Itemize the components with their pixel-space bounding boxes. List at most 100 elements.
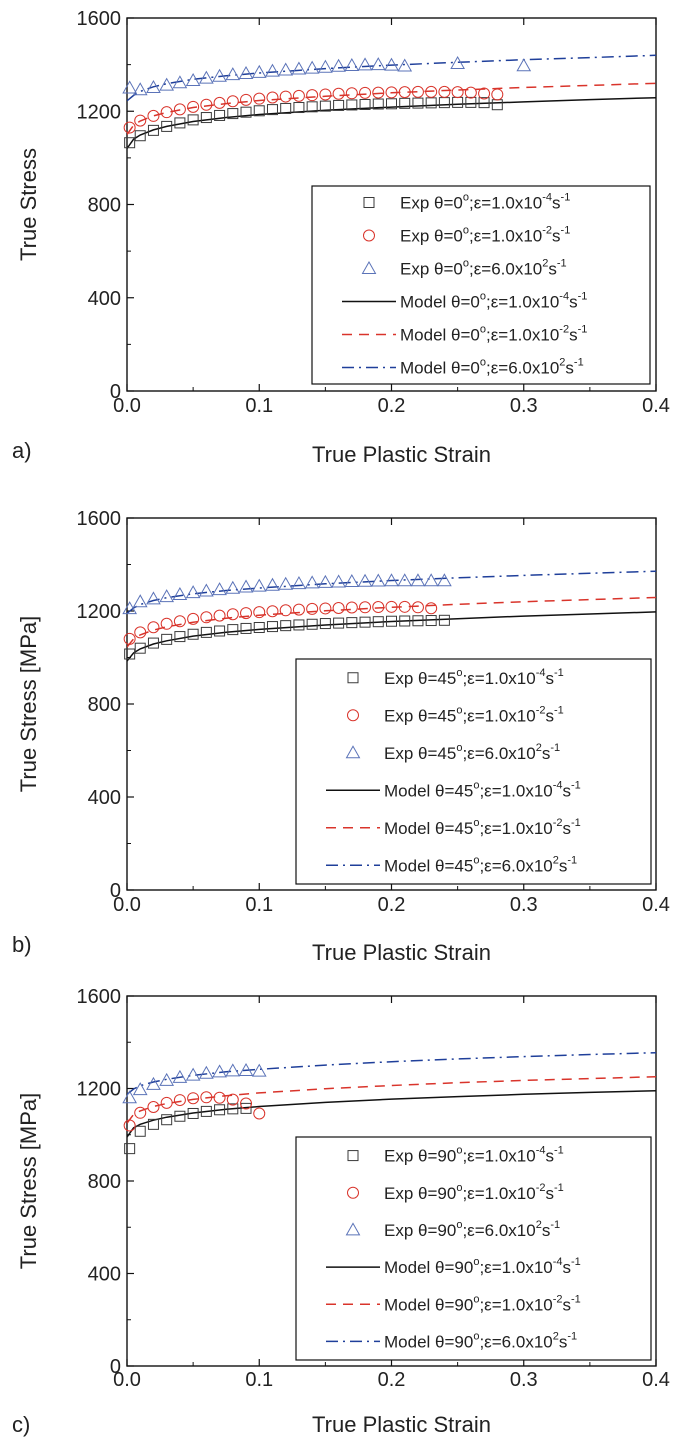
legend-marker — [361, 260, 377, 274]
x-tick-label: 0.4 — [642, 395, 670, 417]
series-line — [127, 1051, 656, 1095]
legend-label: Exp θ=90o;ε=1.0x10-4s-1 — [384, 1145, 564, 1166]
y-tick-label: 400 — [88, 288, 121, 310]
data-point — [213, 1091, 226, 1104]
data-point — [438, 97, 450, 109]
data-point — [134, 114, 147, 127]
data-point — [198, 583, 214, 597]
data-point — [161, 120, 173, 132]
data-point — [226, 608, 239, 621]
x-tick-label: 0.1 — [245, 1369, 273, 1391]
data-point — [253, 105, 265, 117]
data-point — [146, 1076, 161, 1090]
data-point — [132, 82, 148, 96]
y-tick-label: 0 — [110, 1356, 121, 1378]
y-tick-label: 800 — [88, 694, 121, 716]
data-point — [425, 97, 437, 109]
data-point — [266, 621, 278, 633]
data-point — [212, 582, 227, 596]
data-point — [412, 615, 424, 627]
data-point — [318, 574, 333, 588]
legend-label: Exp θ=0o;ε=6.0x102s-1 — [400, 258, 567, 279]
data-point — [291, 576, 307, 590]
data-point — [293, 102, 305, 114]
data-point — [132, 594, 148, 608]
data-point — [227, 108, 239, 120]
data-point — [359, 86, 372, 99]
data-point — [213, 96, 226, 109]
marker-series — [123, 1091, 266, 1132]
y-tick-label: 800 — [88, 1171, 121, 1193]
marker-series — [123, 600, 438, 645]
x-tick-label: 0.2 — [378, 894, 406, 916]
data-point — [397, 58, 413, 72]
y-tick-label: 800 — [88, 195, 121, 217]
data-point — [200, 1091, 213, 1104]
data-point — [161, 1114, 173, 1126]
data-point — [465, 96, 477, 108]
data-point — [238, 579, 254, 593]
data-point — [214, 1104, 226, 1116]
legend-marker — [347, 1186, 359, 1199]
legend-label: Exp θ=0o;ε=1.0x10-2s-1 — [400, 225, 570, 246]
y-axis-label: True Stress [MPa] — [16, 1093, 41, 1269]
data-point — [346, 99, 358, 111]
data-point — [411, 85, 424, 98]
data-point — [174, 117, 186, 129]
panel-label: a) — [12, 438, 32, 463]
data-point — [318, 59, 333, 73]
data-point — [372, 616, 384, 628]
legend-label: Model θ=0o;ε=1.0x10-4s-1 — [400, 291, 587, 312]
data-point — [331, 58, 346, 72]
y-tick-label: 400 — [88, 787, 121, 809]
data-point — [200, 1105, 212, 1117]
x-tick-label: 0.3 — [510, 894, 538, 916]
data-point — [266, 104, 278, 116]
data-point — [134, 1106, 147, 1119]
series-line — [127, 82, 656, 136]
data-point — [185, 1067, 201, 1081]
data-point — [122, 1090, 138, 1104]
data-point — [187, 1092, 200, 1105]
panel-label: b) — [12, 932, 32, 957]
data-point — [225, 580, 241, 594]
data-point — [384, 57, 399, 71]
data-point — [265, 63, 280, 77]
legend-label: Model θ=45o;ε=1.0x10-4s-1 — [384, 779, 581, 800]
x-tick-label: 0.4 — [642, 1369, 670, 1391]
x-tick-label: 0.1 — [245, 395, 273, 417]
data-point — [147, 621, 160, 634]
data-point — [384, 573, 399, 587]
data-point — [213, 609, 226, 622]
legend-label: Exp θ=45o;ε=1.0x10-4s-1 — [384, 667, 564, 688]
data-point — [266, 605, 279, 618]
data-point — [187, 100, 200, 113]
data-point — [226, 1093, 239, 1106]
data-point — [147, 1101, 160, 1113]
y-tick-label: 400 — [88, 1264, 121, 1286]
data-point — [306, 101, 318, 113]
data-point — [452, 96, 464, 108]
data-point — [478, 97, 490, 109]
data-point — [159, 589, 175, 603]
data-point — [187, 1107, 199, 1119]
series-line — [127, 1075, 656, 1124]
data-point — [372, 601, 385, 614]
data-point — [265, 577, 280, 591]
data-point — [344, 573, 360, 587]
data-point — [147, 124, 159, 136]
data-point — [344, 58, 360, 72]
data-point — [200, 626, 212, 638]
data-point — [410, 573, 426, 587]
data-point — [160, 617, 173, 630]
data-point — [399, 615, 411, 627]
data-point — [306, 602, 319, 615]
data-point — [185, 585, 201, 599]
data-point — [161, 633, 173, 645]
data-point — [491, 99, 503, 111]
data-point — [251, 1063, 267, 1077]
data-point — [398, 600, 411, 613]
data-point — [122, 601, 138, 615]
data-point — [306, 618, 318, 630]
data-point — [253, 606, 266, 619]
